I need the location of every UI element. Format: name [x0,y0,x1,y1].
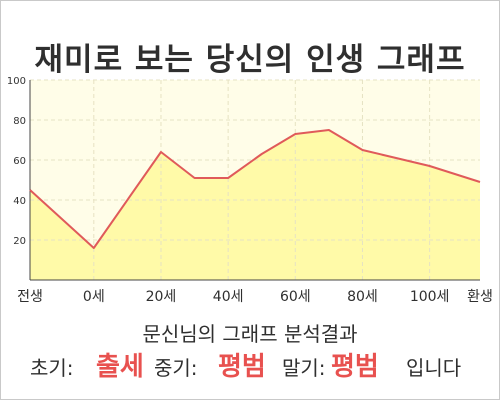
y-tick-label: 20 [13,236,26,247]
x-category-label: 40세 [213,289,244,305]
x-category-label: 80세 [347,289,378,305]
early-period-label: 초기: [30,356,74,380]
x-category-label: 전생 [17,289,43,305]
mid-period-value: 평범 [218,352,266,382]
x-category-label: 100세 [410,289,450,305]
x-category-label: 60세 [280,289,311,305]
y-tick-label: 40 [13,196,26,207]
area-fill [30,130,480,280]
x-category-label: 환생 [467,289,493,305]
y-tick-label: 60 [13,156,26,167]
y-tick-label: 80 [13,116,26,127]
early-period-value: 출세 [96,352,144,382]
mid-period-label: 중기: [154,356,198,380]
x-category-label: 0세 [83,289,105,305]
result-suffix: 입니다 [406,356,462,380]
late-period-label: 말기: [282,356,326,380]
series-line [29,129,481,249]
page-title: 재미로 보는 당신의 인생 그래프 [34,42,466,78]
y-tick-label: 100 [7,76,26,87]
x-category-label: 20세 [146,289,177,305]
late-period-value: 평범 [331,352,379,382]
analysis-result-line: 초기: 출세 중기: 평범 말기: 평범 입니다 [0,346,500,382]
analysis-heading: 문신님의 그래프 분석결과 [142,322,358,346]
life-graph-chart: 100 80 60 40 20 전생 0세 20세 40세 60세 80세 100세 환생 [7,76,493,305]
